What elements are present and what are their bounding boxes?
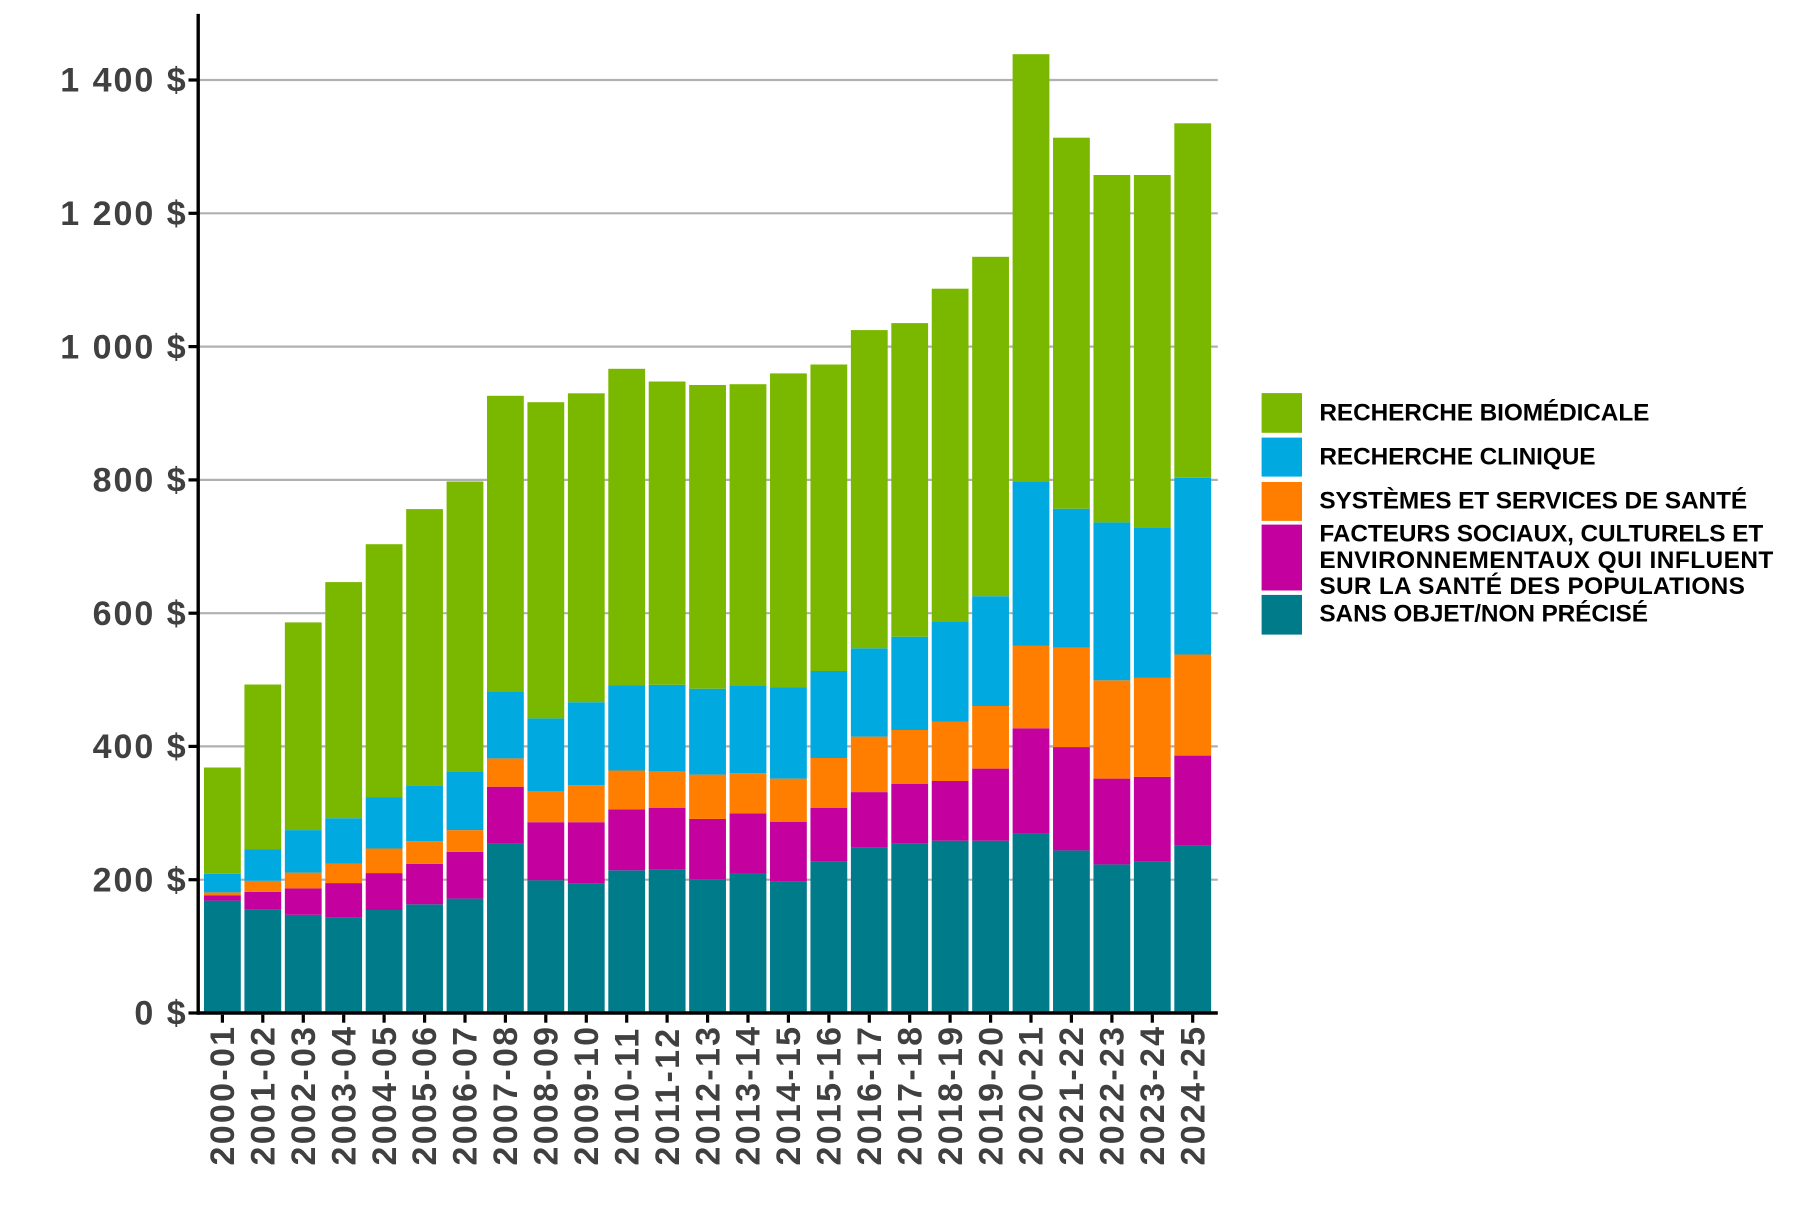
svg-text:2003-04: 2003-04 [325, 1025, 363, 1166]
svg-text:2011-12: 2011-12 [649, 1026, 687, 1165]
svg-text:2013-14: 2013-14 [730, 1025, 768, 1166]
svg-text:2017-18: 2017-18 [891, 1025, 929, 1166]
svg-text:400 $: 400 $ [93, 728, 188, 766]
svg-text:2015-16: 2015-16 [811, 1025, 849, 1166]
svg-text:2016-17: 2016-17 [851, 1025, 889, 1166]
svg-text:2005-06: 2005-06 [406, 1025, 444, 1166]
svg-text:2021-22: 2021-22 [1053, 1025, 1091, 1166]
svg-text:0 $: 0 $ [134, 995, 187, 1033]
svg-text:1 400 $: 1 400 $ [60, 62, 187, 100]
svg-text:SYSTÈMES ET SERVICES DE SANTÉ: SYSTÈMES ET SERVICES DE SANTÉ [1319, 486, 1747, 514]
svg-text:2008-09: 2008-09 [528, 1025, 566, 1166]
svg-text:2006-07: 2006-07 [447, 1025, 485, 1166]
svg-text:2020-21: 2020-21 [1013, 1025, 1051, 1166]
svg-text:2004-05: 2004-05 [366, 1025, 404, 1166]
svg-text:FACTEURS SOCIAUX, CULTURELS ET: FACTEURS SOCIAUX, CULTURELS ET [1319, 520, 1763, 547]
svg-text:800 $: 800 $ [93, 462, 188, 500]
svg-text:2009-10: 2009-10 [568, 1025, 606, 1166]
svg-text:2001-02: 2001-02 [245, 1025, 283, 1166]
svg-text:ENVIRONNEMENTAUX QUI INFLUENT: ENVIRONNEMENTAUX QUI INFLUENT [1319, 547, 1773, 574]
svg-text:2010-11: 2010-11 [608, 1026, 646, 1165]
svg-text:2012-13: 2012-13 [689, 1025, 727, 1166]
svg-text:1 000 $: 1 000 $ [60, 328, 187, 366]
svg-text:RECHERCHE CLINIQUE: RECHERCHE CLINIQUE [1319, 444, 1595, 471]
svg-text:2023-24: 2023-24 [1134, 1025, 1172, 1166]
svg-text:1 200 $: 1 200 $ [60, 195, 187, 233]
svg-text:RECHERCHE BIOMÉDICALE: RECHERCHE BIOMÉDICALE [1319, 399, 1649, 427]
svg-text:SUR LA SANTÉ DES POPULATIONS: SUR LA SANTÉ DES POPULATIONS [1319, 572, 1745, 600]
svg-text:2024-25: 2024-25 [1174, 1025, 1212, 1166]
svg-text:2018-19: 2018-19 [932, 1025, 970, 1166]
svg-text:2000-01: 2000-01 [204, 1025, 242, 1166]
svg-text:2019-20: 2019-20 [972, 1025, 1010, 1166]
svg-text:SANS OBJET/NON PRÉCISÉ: SANS OBJET/NON PRÉCISÉ [1319, 599, 1648, 627]
svg-text:200 $: 200 $ [93, 861, 188, 899]
svg-text:2007-08: 2007-08 [487, 1025, 525, 1166]
svg-text:2002-03: 2002-03 [285, 1025, 323, 1166]
svg-text:600 $: 600 $ [93, 595, 188, 633]
svg-text:2022-23: 2022-23 [1094, 1025, 1132, 1166]
svg-text:2014-15: 2014-15 [770, 1025, 808, 1166]
